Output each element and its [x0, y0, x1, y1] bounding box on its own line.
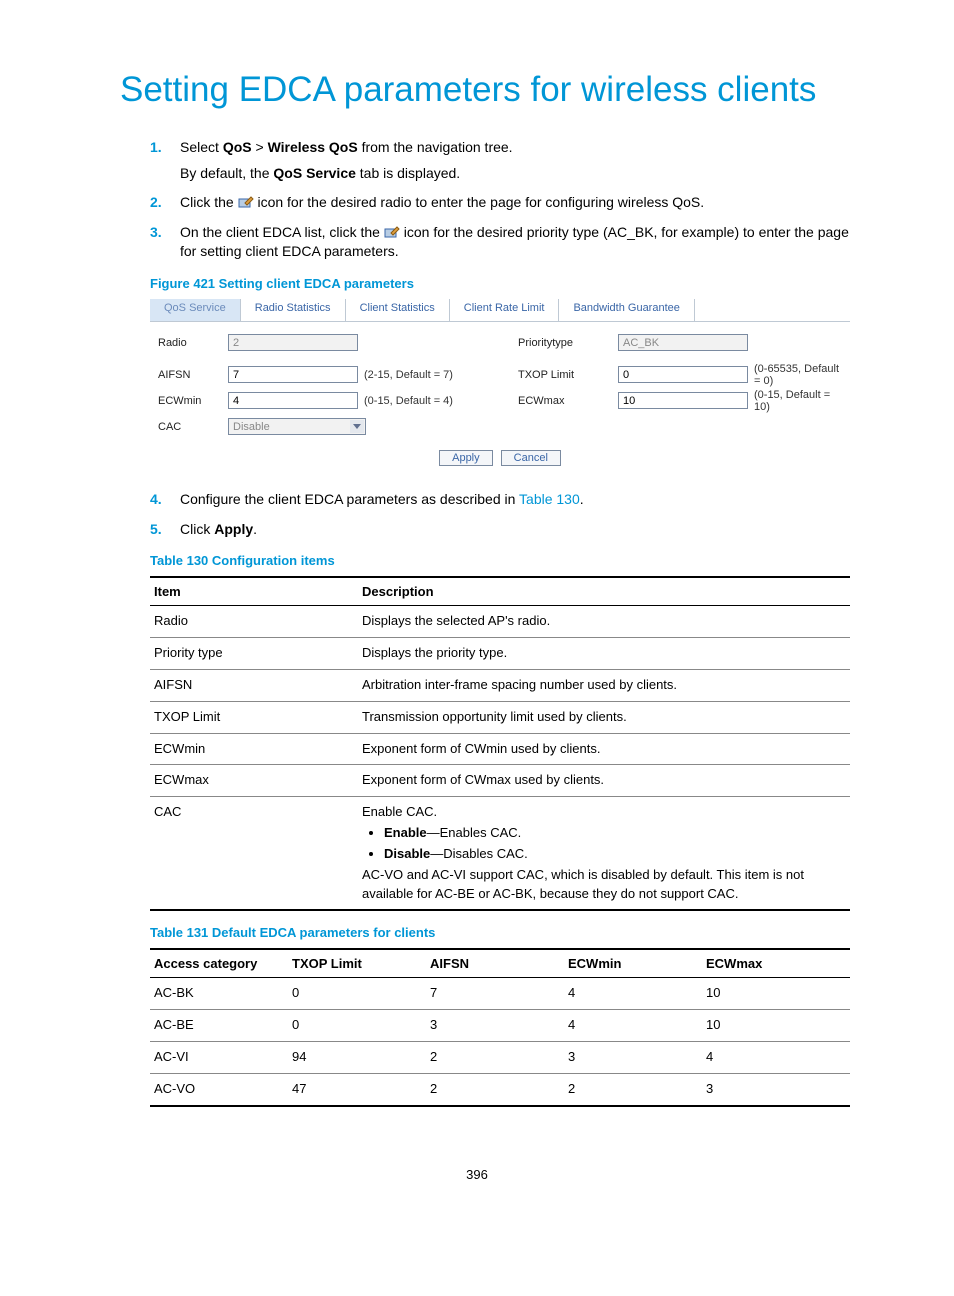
th-description: Description — [358, 577, 850, 606]
table-130-title: Table 130 Configuration items — [150, 553, 864, 568]
table-131: Access category TXOP Limit AIFSN ECWmin … — [150, 948, 850, 1106]
tab-bandwidth-guarantee[interactable]: Bandwidth Guarantee — [559, 299, 694, 321]
page-title: Setting EDCA parameters for wireless cli… — [120, 70, 864, 110]
nav-qos: QoS — [223, 139, 252, 155]
edca-form-screenshot: QoS Service Radio Statistics Client Stat… — [150, 299, 850, 470]
cac-enable-bullet: Enable—Enables CAC. — [384, 824, 846, 843]
cac-select-value[interactable] — [228, 418, 366, 435]
hint-aifsn: (2-15, Default = 7) — [364, 369, 453, 381]
tab-qos-service[interactable]: QoS Service — [150, 299, 241, 321]
th-item: Item — [150, 577, 358, 606]
table-row: TXOP LimitTransmission opportunity limit… — [150, 701, 850, 733]
prioritytype-field — [618, 334, 748, 351]
tab-client-rate-limit[interactable]: Client Rate Limit — [450, 299, 560, 321]
table-131-title: Table 131 Default EDCA parameters for cl… — [150, 925, 864, 940]
page-number: 396 — [90, 1167, 864, 1182]
label-radio: Radio — [154, 337, 228, 349]
cac-note: AC-VO and AC-VI support CAC, which is di… — [362, 866, 846, 904]
th-access-category: Access category — [150, 949, 288, 978]
cac-disable-bullet: Disable—Disables CAC. — [384, 845, 846, 864]
qos-service-tab-name: QoS Service — [273, 165, 356, 181]
table-row: ECWminExponent form of CWmin used by cli… — [150, 733, 850, 765]
step-number: 4. — [150, 490, 180, 510]
step-1-text: Select — [180, 139, 223, 155]
steps-list: 1. Select QoS > Wireless QoS from the na… — [150, 138, 864, 262]
table-130: Item Description RadioDisplays the selec… — [150, 576, 850, 911]
label-ecwmax: ECWmax — [518, 395, 618, 407]
step-number: 1. — [150, 138, 180, 183]
configure-icon — [238, 194, 254, 206]
chevron-down-icon[interactable] — [350, 420, 364, 433]
radio-field — [228, 334, 358, 351]
label-aifsn: AIFSN — [154, 369, 228, 381]
th-ecwmin: ECWmin — [564, 949, 702, 978]
step-number: 3. — [150, 223, 180, 262]
aifsn-input[interactable] — [228, 366, 358, 383]
table-row-cac: CAC Enable CAC. Enable—Enables CAC. Disa… — [150, 797, 850, 911]
label-cac: CAC — [154, 421, 228, 433]
table-row: AC-BE03410 — [150, 1010, 850, 1042]
txop-input[interactable] — [618, 366, 748, 383]
cancel-button[interactable]: Cancel — [501, 450, 561, 466]
cac-select[interactable] — [228, 418, 366, 435]
nav-wireless-qos: Wireless QoS — [268, 139, 358, 155]
ecwmin-input[interactable] — [228, 392, 358, 409]
th-txop: TXOP Limit — [288, 949, 426, 978]
table-row: ECWmaxExponent form of CWmax used by cli… — [150, 765, 850, 797]
step-4: 4. Configure the client EDCA parameters … — [150, 490, 864, 510]
label-ecwmin: ECWmin — [154, 395, 228, 407]
table-row: AC-BK07410 — [150, 978, 850, 1010]
figure-421-title: Figure 421 Setting client EDCA parameter… — [150, 276, 864, 291]
table-row: Priority typeDisplays the priority type. — [150, 638, 850, 670]
th-aifsn: AIFSN — [426, 949, 564, 978]
link-table-130[interactable]: Table 130 — [519, 491, 580, 507]
step-number: 5. — [150, 520, 180, 540]
tab-filler — [695, 299, 850, 321]
hint-ecwmin: (0-15, Default = 4) — [364, 395, 453, 407]
th-ecwmax: ECWmax — [702, 949, 850, 978]
step-5: 5. Click Apply. — [150, 520, 864, 540]
apply-button[interactable]: Apply — [439, 450, 493, 466]
table-row: AIFSNArbitration inter-frame spacing num… — [150, 669, 850, 701]
label-txop: TXOP Limit — [518, 369, 618, 381]
ecwmax-input[interactable] — [618, 392, 748, 409]
step-2: 2. Click the icon for the desired radio … — [150, 193, 864, 213]
table-row: RadioDisplays the selected AP's radio. — [150, 606, 850, 638]
cac-intro: Enable CAC. — [362, 803, 846, 822]
label-prioritytype: Prioritytype — [518, 337, 618, 349]
tab-client-statistics[interactable]: Client Statistics — [346, 299, 450, 321]
configure-icon — [384, 224, 400, 236]
table-row: AC-VO47223 — [150, 1073, 850, 1105]
apply-label: Apply — [214, 521, 253, 537]
tab-bar: QoS Service Radio Statistics Client Stat… — [150, 299, 850, 322]
hint-txop: (0-65535, Default = 0) — [754, 363, 846, 387]
hint-ecwmax: (0-15, Default = 10) — [754, 389, 846, 413]
step-number: 2. — [150, 193, 180, 213]
table-row: AC-VI94234 — [150, 1042, 850, 1074]
tab-radio-statistics[interactable]: Radio Statistics — [241, 299, 346, 321]
steps-list-2: 4. Configure the client EDCA parameters … — [150, 490, 864, 539]
step-3: 3. On the client EDCA list, click the ic… — [150, 223, 864, 262]
step-1: 1. Select QoS > Wireless QoS from the na… — [150, 138, 864, 183]
